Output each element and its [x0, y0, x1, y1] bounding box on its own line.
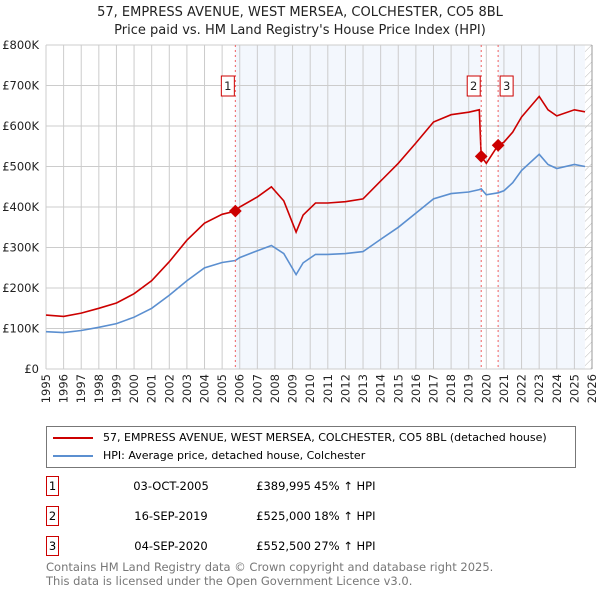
sale-price: £525,000	[256, 509, 311, 523]
x-tick-label: 2023	[532, 374, 546, 403]
x-tick-label: 2025	[567, 374, 581, 403]
sale-price: £389,995	[256, 479, 311, 493]
sale-label: 1	[224, 79, 231, 93]
x-tick-label: 2021	[497, 374, 511, 403]
chart-legend: 57, EMPRESS AVENUE, WEST MERSEA, COLCHES…	[46, 426, 576, 468]
sale-point	[474, 150, 488, 163]
x-tick-label: 2003	[180, 374, 194, 403]
sale-date: 16-SEP-2019	[134, 509, 208, 523]
x-tick-label: 2019	[462, 374, 476, 403]
chart-subtitle: Price paid vs. HM Land Registry's House …	[114, 23, 486, 38]
x-tick-label: 2008	[268, 374, 282, 403]
x-tick-label: 2007	[250, 374, 264, 403]
y-tick-label: £200K	[2, 281, 39, 295]
x-tick-label: 1999	[109, 374, 123, 403]
price-chart: 57, EMPRESS AVENUE, WEST MERSEA, COLCHES…	[2, 5, 599, 403]
y-tick-label: £100K	[2, 322, 39, 336]
sale-label: 3	[503, 79, 510, 93]
chart-title: 57, EMPRESS AVENUE, WEST MERSEA, COLCHES…	[97, 5, 504, 20]
legend-item-hpi: HPI: Average price, detached house, Colc…	[53, 449, 365, 463]
sale-number: 1	[46, 476, 59, 496]
y-tick-label: £300K	[2, 241, 39, 255]
x-tick-label: 2010	[303, 374, 317, 403]
legend-label: HPI: Average price, detached house, Colc…	[103, 449, 366, 462]
legend-item-property: 57, EMPRESS AVENUE, WEST MERSEA, COLCHES…	[53, 431, 547, 445]
footer: Contains HM Land Registry data © Crown c…	[46, 560, 493, 588]
y-tick-label: £500K	[2, 160, 39, 174]
sale-price: £552,500	[256, 539, 311, 553]
legend-swatch-blue	[53, 455, 93, 457]
series-line	[45, 153, 586, 334]
x-tick-label: 2022	[515, 374, 529, 403]
x-tick-label: 2020	[479, 374, 493, 403]
x-tick-label: 2009	[286, 374, 300, 403]
sale-number: 3	[46, 536, 59, 556]
sale-label-box	[499, 75, 514, 97]
x-tick-label: 2015	[391, 374, 405, 403]
x-tick-label: 2026	[585, 374, 599, 403]
sale-label-box	[220, 75, 235, 97]
x-tick-label: 2011	[321, 374, 335, 403]
x-tick-label: 2001	[145, 374, 159, 403]
x-tick-label: 2000	[127, 374, 141, 403]
x-tick-label: 2005	[215, 374, 229, 403]
sale-hpi: 18% ↑ HPI	[314, 509, 376, 523]
footer-licence: This data is licensed under the Open Gov…	[46, 574, 413, 588]
x-tick-label: 1997	[74, 374, 88, 403]
series-line	[45, 95, 586, 318]
x-tick-label: 2013	[356, 374, 370, 403]
legend-swatch-red	[53, 437, 93, 439]
x-tick-label: 2004	[198, 374, 212, 403]
x-tick-label: 2006	[233, 374, 247, 403]
footer-copyright: Contains HM Land Registry data © Crown c…	[46, 560, 494, 574]
sale-point	[491, 138, 505, 152]
y-tick-label: £700K	[2, 79, 39, 93]
x-tick-label: 2012	[338, 374, 352, 403]
sale-hpi: 27% ↑ HPI	[314, 539, 376, 553]
x-tick-label: 2016	[409, 374, 423, 403]
x-tick-label: 2002	[162, 374, 176, 403]
x-tick-label: 2017	[426, 374, 440, 403]
x-tick-label: 2014	[374, 374, 388, 403]
sale-label: 2	[470, 79, 477, 93]
sale-number: 2	[46, 506, 59, 526]
y-tick-label: £600K	[2, 119, 39, 133]
x-tick-label: 1998	[92, 374, 106, 403]
y-tick-label: £0	[24, 362, 39, 376]
legend-label: 57, EMPRESS AVENUE, WEST MERSEA, COLCHES…	[103, 431, 547, 444]
x-tick-label: 1995	[39, 374, 53, 403]
x-tick-label: 2018	[444, 374, 458, 403]
y-tick-label: £800K	[2, 38, 39, 52]
x-tick-label: 1996	[57, 374, 71, 403]
sale-hpi: 45% ↑ HPI	[314, 479, 376, 493]
x-tick-label: 2024	[550, 374, 564, 403]
sale-point	[228, 204, 242, 218]
sale-label-box	[466, 75, 481, 97]
sale-date: 03-OCT-2005	[133, 479, 209, 493]
y-tick-label: £400K	[2, 200, 39, 214]
sale-date: 04-SEP-2020	[134, 539, 208, 553]
